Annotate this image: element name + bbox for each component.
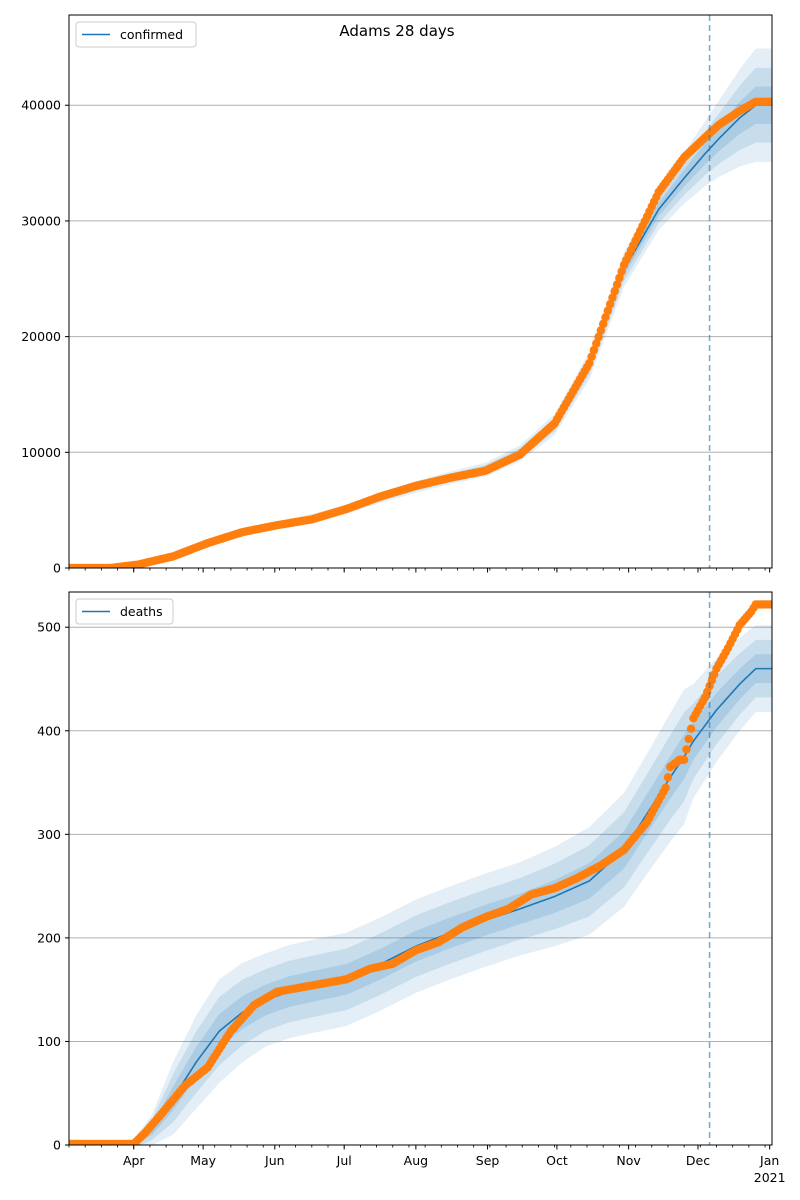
confidence-band-3	[69, 86, 772, 568]
x-tick-label: Jan	[759, 1153, 779, 1168]
observed-point	[594, 332, 603, 342]
observed-point	[603, 306, 613, 315]
observed-point	[587, 352, 596, 361]
x-tick-label: Aug	[404, 1153, 428, 1168]
observed-point	[684, 734, 693, 744]
legend-box	[75, 21, 197, 48]
y-tick-label: 0	[53, 1138, 61, 1153]
observed-point	[617, 267, 626, 276]
observed-point	[598, 319, 608, 329]
observed-point	[592, 339, 601, 348]
axes-frame	[68, 14, 773, 569]
observed-point	[601, 313, 610, 322]
observed-point	[615, 273, 624, 283]
y-tick-label: 10000	[21, 445, 61, 460]
observed-point	[585, 359, 594, 368]
legend-box	[75, 598, 174, 625]
observed-point	[686, 724, 696, 733]
x-tick-label: Dec	[686, 1153, 710, 1168]
x-year-label: 2021	[754, 1170, 786, 1185]
observed-point	[605, 300, 615, 309]
x-tick-label: Oct	[546, 1153, 568, 1168]
observed-point	[612, 280, 622, 289]
confidence-band-1	[69, 48, 772, 568]
chart-title: Adams 28 days	[339, 22, 454, 40]
legend: deaths	[75, 598, 174, 625]
confidence-band-3	[69, 654, 772, 1145]
observed-point	[767, 600, 772, 609]
y-tick-label: 300	[37, 827, 61, 842]
confidence-band-2	[69, 67, 772, 568]
y-tick-label: 30000	[21, 213, 61, 228]
x-tick-label: Jul	[336, 1153, 352, 1168]
y-tick-label: 200	[37, 930, 61, 945]
deaths-panel: 0 100 200 300 400 500 Apr May Jun Jul Aug Sep Oct Nov…	[37, 591, 786, 1185]
y-tick-label: 20000	[21, 329, 61, 344]
legend: confirmed	[75, 21, 197, 48]
observed-point	[589, 345, 599, 355]
x-tick-label: Apr	[123, 1153, 145, 1168]
y-tick-label: 0	[53, 561, 61, 576]
observed-point	[608, 293, 617, 302]
x-tick-label: Sep	[476, 1153, 500, 1168]
y-tick-label: 500	[37, 620, 61, 635]
observed-point	[767, 97, 772, 106]
observed-point	[682, 745, 691, 754]
x-tick-label: May	[190, 1153, 216, 1168]
observed-point	[661, 783, 670, 792]
axes-frame	[68, 591, 773, 1146]
legend-label: deaths	[120, 604, 163, 619]
observed-point	[596, 326, 606, 335]
observed-point	[663, 773, 673, 782]
legend-label: confirmed	[120, 27, 183, 42]
x-tick-label: Jun	[264, 1153, 285, 1168]
observed-point	[679, 755, 689, 764]
confirmed-panel: 0 10000 20000 30000 40000 confirmed	[21, 14, 773, 576]
confidence-band-1	[69, 625, 772, 1145]
x-tick-label: Nov	[616, 1153, 641, 1168]
observed-point	[610, 286, 619, 296]
y-tick-label: 40000	[21, 98, 61, 113]
y-tick-label: 100	[37, 1034, 61, 1049]
y-tick-label: 400	[37, 723, 61, 738]
